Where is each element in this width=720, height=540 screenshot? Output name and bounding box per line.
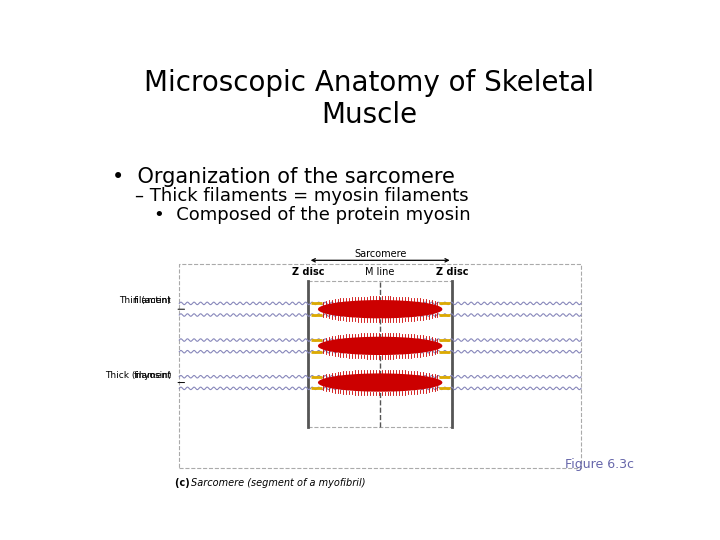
Text: – Thick filaments = myosin filaments: – Thick filaments = myosin filaments: [135, 187, 468, 205]
Text: filament: filament: [133, 286, 171, 305]
Text: Microscopic Anatomy of Skeletal
Muscle: Microscopic Anatomy of Skeletal Muscle: [144, 69, 594, 130]
Text: (c): (c): [175, 478, 194, 488]
Text: Figure 6.3c: Figure 6.3c: [565, 458, 634, 471]
Text: Z disc: Z disc: [292, 267, 324, 276]
Polygon shape: [318, 337, 442, 355]
Text: Thin (actin): Thin (actin): [120, 296, 171, 305]
Text: Z disc: Z disc: [436, 267, 469, 276]
Text: Sarcomere (segment of a myofibril): Sarcomere (segment of a myofibril): [191, 478, 365, 488]
Text: filament: filament: [133, 361, 171, 381]
Text: M line: M line: [366, 267, 395, 276]
Text: Thick (myosin): Thick (myosin): [104, 372, 171, 381]
Polygon shape: [318, 300, 442, 319]
Text: Sarcomere: Sarcomere: [354, 248, 406, 259]
Text: •  Composed of the protein myosin: • Composed of the protein myosin: [154, 206, 471, 224]
Text: •  Organization of the sarcomere: • Organization of the sarcomere: [112, 167, 455, 187]
Polygon shape: [318, 373, 442, 392]
